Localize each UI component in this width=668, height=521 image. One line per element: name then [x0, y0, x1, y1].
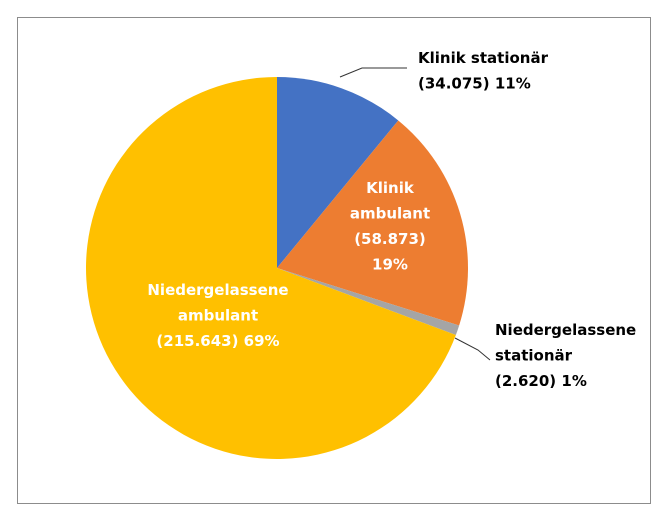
leader-line — [454, 337, 491, 361]
pie-slice — [277, 268, 460, 336]
slice-label: Niedergelassene ambulant — [147, 281, 288, 325]
value-label: (215.643) 69% — [156, 332, 279, 350]
pie-slice — [277, 120, 468, 326]
value-label: (2.620) 1% — [495, 372, 587, 390]
value-label: (34.075) 11% — [418, 74, 531, 92]
slice-label: Niedergelassene stationär — [495, 321, 636, 365]
slice-label: Klinik ambulant — [350, 179, 430, 223]
pie-slice — [277, 77, 399, 268]
value-label: (58.873) 19% — [354, 230, 426, 274]
pie-slice — [86, 77, 456, 459]
slice-label: Klinik stationär — [418, 49, 549, 67]
leader-line — [339, 67, 407, 78]
